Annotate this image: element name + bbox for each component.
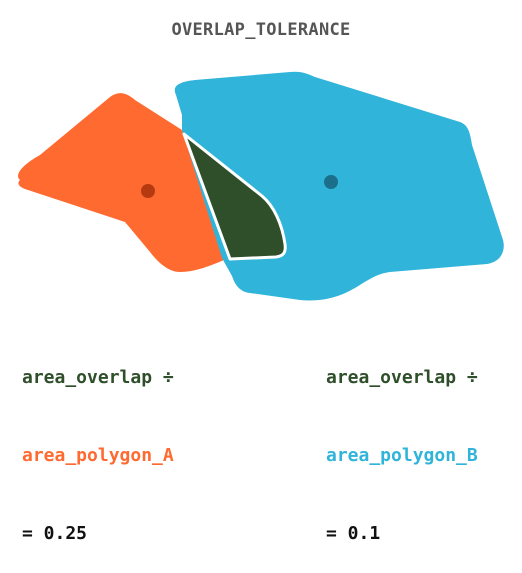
formula-polygon-a: area_overlap ÷ area_polygon_A = 0.25 (22, 313, 174, 573)
polygon-a-center (141, 184, 155, 198)
overlap-diagram (18, 71, 504, 301)
formula-a-result: = 0.25 (22, 523, 88, 544)
polygon-b-center (324, 175, 338, 189)
polygon-a (18, 93, 224, 273)
formula-b-result: = 0.1 (326, 523, 381, 544)
diagram-title: OVERLAP_TOLERANCE (171, 20, 351, 40)
overlap-region (182, 132, 287, 261)
formula-polygon-b: area_overlap ÷ area_polygon_B = 0.1 (326, 313, 478, 573)
formula-a-denominator: area_polygon_A (22, 445, 174, 466)
formula-b-numerator: area_overlap ÷ (326, 367, 478, 388)
formula-a-numerator: area_overlap ÷ (22, 367, 174, 388)
formula-b-denominator: area_polygon_B (326, 445, 478, 466)
